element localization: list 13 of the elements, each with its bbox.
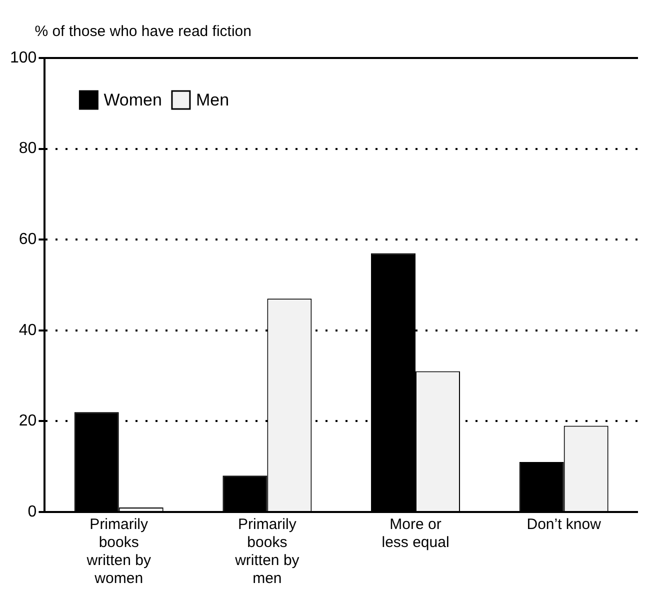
y-tick-label: 40 [18, 322, 37, 339]
y-axis-title: % of those who have read fiction [34, 23, 252, 40]
y-tick-label: 80 [18, 140, 37, 158]
legend-label: Women [104, 90, 162, 110]
x-tick-label: Don’t know [526, 516, 602, 534]
x-tick-label: Primarily books written by men [234, 516, 300, 588]
y-tick-label: 100 [10, 49, 37, 66]
x-tick-label: Primarily books written by women [86, 516, 152, 588]
y-tick-label: 20 [18, 412, 37, 430]
y-tick-label: 0 [28, 503, 37, 520]
legend-label: Men [196, 90, 230, 110]
x-tick-label: More or less equal [382, 516, 450, 552]
y-tick-label: 60 [18, 231, 37, 248]
